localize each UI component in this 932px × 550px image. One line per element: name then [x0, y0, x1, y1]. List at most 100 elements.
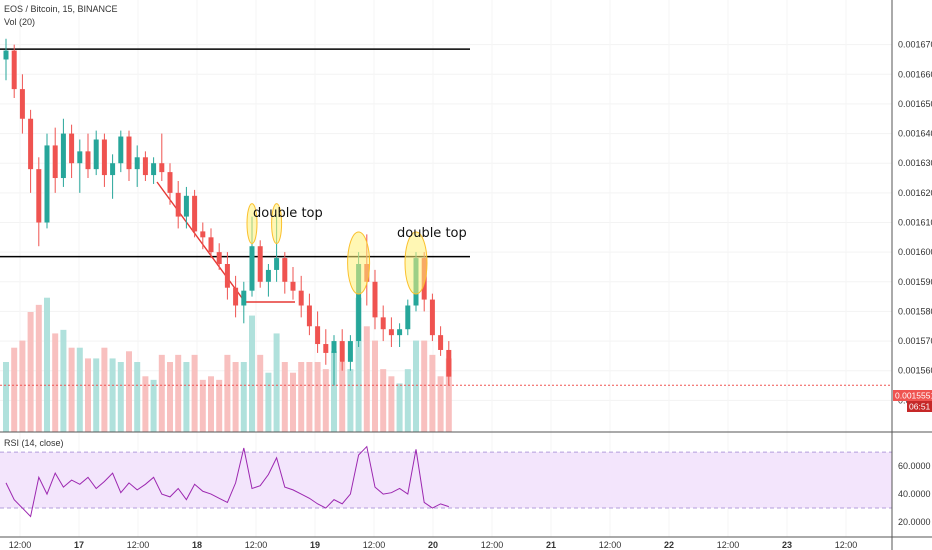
candle-body — [134, 157, 140, 170]
volume-bar — [27, 312, 34, 432]
candle-body — [44, 145, 50, 223]
candle-body — [11, 50, 17, 90]
drawing-lines — [0, 48, 892, 386]
candle-body — [167, 172, 173, 193]
price-axis-tick-label: 0.0015600 — [898, 366, 932, 376]
volume-bar — [339, 362, 346, 432]
volume-bar — [281, 362, 288, 432]
candle-body — [429, 299, 435, 336]
time-axis-tick-label: 12:00 — [363, 540, 386, 550]
time-axis-tick-label: 12:00 — [835, 540, 858, 550]
rsi-band — [0, 452, 892, 509]
candle-body — [356, 264, 362, 342]
volume-bar — [167, 362, 173, 432]
candle-body — [438, 335, 444, 350]
candle-body — [405, 305, 411, 330]
price-axis-tick-label: 0.0015700 — [898, 336, 932, 346]
volume-bar — [265, 372, 272, 432]
candle-body — [183, 195, 189, 217]
price-axis-tick-label: 0.0015900 — [898, 277, 932, 287]
volume-bar — [85, 358, 91, 432]
price-axis-tick-label: 0.0016700 — [898, 40, 932, 50]
candle-body — [110, 163, 116, 176]
last-price-tag — [893, 390, 932, 401]
volume-bar — [11, 347, 18, 432]
candle-body — [200, 231, 206, 238]
volume-bar — [445, 358, 452, 432]
candle-body — [298, 290, 304, 306]
candle-body — [446, 349, 452, 377]
time-axis-tick-label: 12:00 — [9, 540, 32, 550]
time-axis-tick-label: 20 — [428, 540, 438, 550]
grid — [0, 44, 892, 401]
candle-body — [69, 133, 75, 164]
candle-body — [397, 329, 403, 336]
volume-bar — [117, 362, 124, 432]
candle-body — [208, 237, 214, 253]
volume-bar — [93, 358, 100, 432]
price-axis-tick-label: 0.0016000 — [898, 247, 932, 257]
candle-body — [331, 341, 337, 353]
volume-bar — [126, 351, 132, 432]
volume-bar — [134, 362, 141, 432]
volume-bar — [413, 340, 419, 432]
time-axis-tick-label: 21 — [546, 540, 556, 550]
candle-body — [265, 269, 271, 282]
candle-body — [93, 139, 99, 170]
volume-bar — [68, 347, 75, 432]
rsi-panel — [0, 445, 892, 518]
volume-bar — [355, 297, 362, 432]
volume-bar — [101, 347, 108, 432]
time-axis-tick-label: 12:00 — [599, 540, 622, 550]
double-top-highlight — [271, 203, 283, 245]
volume-bar — [232, 362, 239, 432]
highlight-ellipses — [246, 203, 428, 295]
symbol-title: EOS / Bitcoin, 15, BINANCE — [4, 4, 118, 14]
volume-bar — [298, 362, 305, 432]
candle-body — [28, 118, 34, 170]
volume-bar — [150, 379, 157, 432]
volume-bar — [249, 315, 255, 432]
volume-bar — [109, 358, 116, 432]
price-axis-tick-label: 0.0016500 — [898, 99, 932, 109]
volume-bar — [76, 347, 83, 432]
volume-bar — [314, 362, 321, 432]
rsi-line — [5, 445, 449, 518]
candle-body — [126, 136, 132, 170]
time-axis-tick-label: 23 — [782, 540, 792, 550]
candle-body — [101, 139, 107, 176]
volume-bar — [224, 354, 231, 432]
candle-body — [249, 246, 255, 291]
volume-bar — [380, 369, 387, 432]
time-axis-tick-label: 12:00 — [481, 540, 504, 550]
volume-bar — [3, 362, 9, 432]
price-axis-tick-label: 0.0016300 — [898, 158, 932, 168]
volume-bar — [421, 340, 428, 432]
time-axis-tick-label: 18 — [192, 540, 202, 550]
candle-body — [274, 258, 280, 270]
volume-bar — [175, 354, 182, 432]
volume-bars — [3, 297, 452, 432]
price-axis-tick-label: 0.0016200 — [898, 188, 932, 198]
volume-bar — [363, 326, 370, 432]
time-axis-tick-label: 12:00 — [717, 540, 740, 550]
volume-bar — [183, 362, 190, 432]
candle-body — [19, 89, 25, 119]
candle-body — [159, 163, 165, 173]
volume-bar — [257, 354, 264, 432]
candle-body — [142, 157, 148, 176]
candle-body — [60, 133, 66, 179]
volume-bar — [216, 379, 223, 432]
countdown-value: 06:51 — [909, 402, 931, 412]
candle-body — [241, 290, 247, 306]
volume-bar — [347, 369, 354, 432]
time-axis-tick-label: 22 — [664, 540, 674, 550]
rsi-axis-tick-label: 40.0000 — [898, 489, 931, 499]
candle-body — [175, 192, 181, 217]
volume-bar — [331, 351, 337, 432]
volume-bar — [240, 362, 247, 432]
time-axis-tick-label: 19 — [310, 540, 320, 550]
time-axis-tick-label: 12:00 — [245, 540, 268, 550]
candle-body — [257, 246, 263, 282]
